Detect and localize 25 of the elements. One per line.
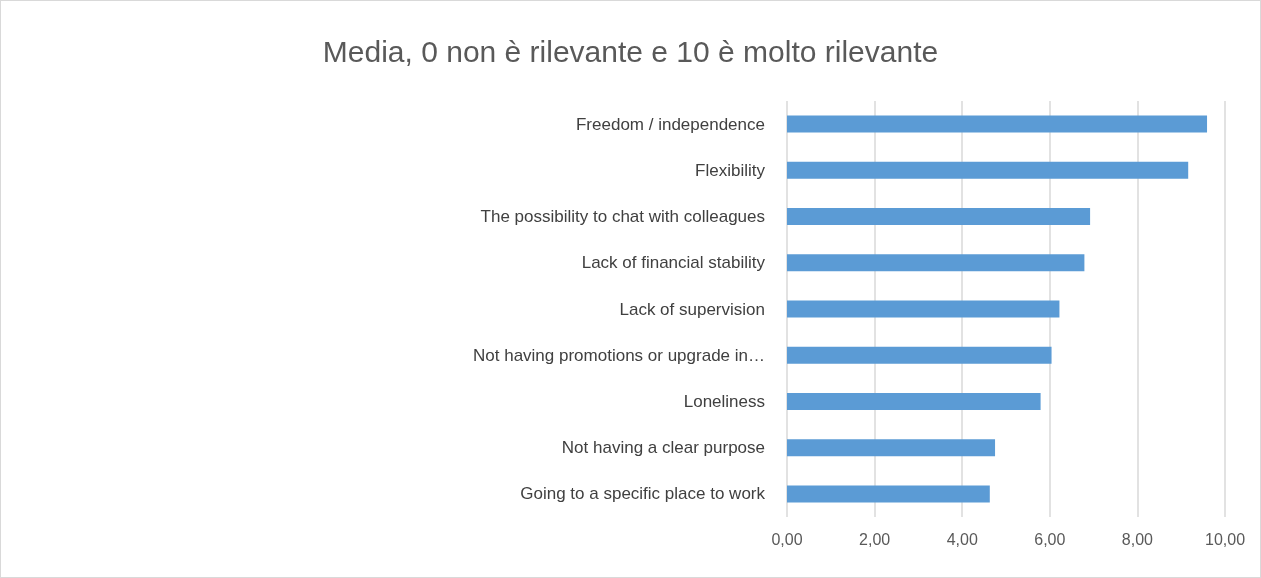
- bar: [787, 485, 990, 503]
- bar: [787, 346, 1052, 364]
- bar: [787, 115, 1208, 133]
- x-tick-label: 4,00: [946, 530, 978, 548]
- y-tick-label: Going to a specific place to work: [520, 484, 766, 504]
- y-tick-label: The possibility to chat with colleagues: [480, 207, 765, 227]
- x-tick-label: 6,00: [1034, 530, 1066, 548]
- y-tick-label: Lack of financial stability: [581, 253, 766, 273]
- bar: [787, 300, 1060, 318]
- y-tick-label: Loneliness: [683, 391, 765, 411]
- y-tick-label: Not having a clear purpose: [561, 438, 765, 458]
- x-tick-label: 2,00: [859, 530, 891, 548]
- y-tick-label: Lack of supervision: [619, 299, 765, 319]
- bar: [787, 392, 1041, 410]
- x-tick-label: 8,00: [1121, 530, 1154, 548]
- bar: [787, 208, 1091, 226]
- y-tick-label: Flexibility: [695, 160, 766, 180]
- bar: [787, 161, 1189, 179]
- chart-title: Media, 0 non è rilevante e 10 è molto rilevante: [322, 34, 939, 68]
- y-tick-label: Not having promotions or upgrade in…: [473, 345, 765, 365]
- bar: [787, 254, 1085, 272]
- x-tick-label: 10,00: [1204, 530, 1246, 548]
- y-tick-label: Freedom / independence: [575, 114, 765, 134]
- bar: [787, 439, 996, 457]
- x-tick-label: 0,00: [771, 530, 803, 548]
